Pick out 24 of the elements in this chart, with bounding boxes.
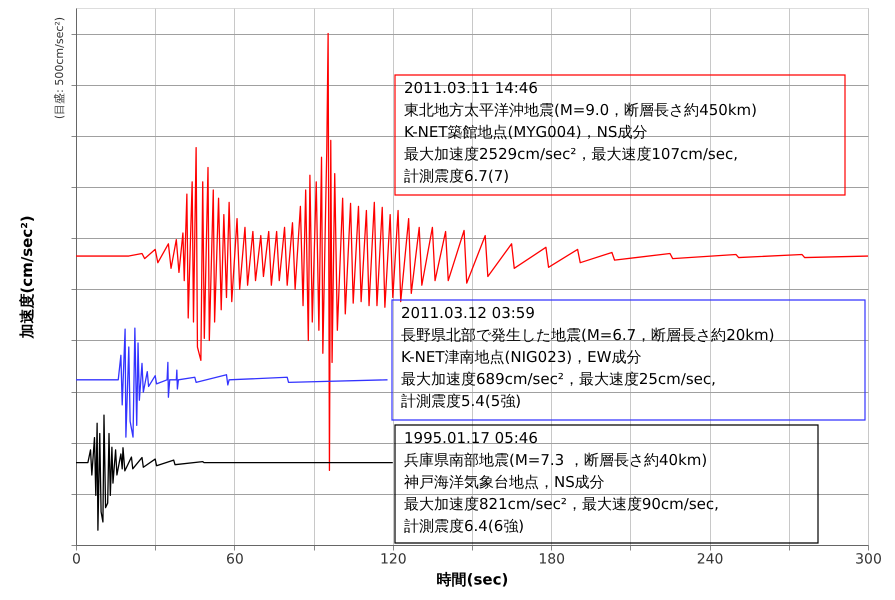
annotation: 2011.03.12 03:59	[401, 304, 535, 322]
annotation: 神戸海洋気象台地点，NS成分	[404, 473, 605, 491]
annotation: 1995.01.17 05:46	[404, 429, 538, 447]
annotation: 長野県北部で発生した地震(M=6.7，断層長さ約20km)	[401, 326, 774, 344]
annotation: 東北地方太平洋沖地震(M=9.0，断層長さ約450km)	[404, 101, 757, 119]
annotation: 最大加速度821cm/sec²，最大速度90cm/sec,	[404, 495, 719, 513]
y-axis-title: 加速度(cm/sec²)	[18, 215, 36, 340]
x-axis-title: 時間(sec)	[436, 570, 508, 588]
x-tick-label: 300	[855, 552, 882, 568]
annotation: K-NET津南地点(NIG023)，EW成分	[401, 348, 642, 366]
annotation: 計測震度6.4(6強)	[404, 517, 524, 535]
annotation: 最大加速度689cm/sec²，最大速度25cm/sec,	[401, 370, 716, 388]
text: (目盛: 500cm/sec²)	[53, 16, 66, 120]
x-tick-label: 120	[380, 552, 407, 568]
annotation: K-NET築館地点(MYG004)，NS成分	[404, 123, 648, 141]
x-tick-label: 180	[538, 552, 566, 568]
x-tick-label: 0	[72, 552, 81, 568]
x-tick-label: 60	[226, 552, 244, 568]
annotation: 最大加速度2529cm/sec²，最大速度107cm/sec,	[404, 145, 738, 163]
annotation: 2011.03.11 14:46	[404, 79, 538, 97]
annotation: 兵庫県南部地震(M=7.3 ，断層長さ約40km)	[404, 451, 708, 469]
annotation: 計測震度5.4(5強)	[401, 392, 522, 410]
x-tick-label: 240	[696, 552, 724, 568]
annotation: 計測震度6.7(7)	[404, 167, 510, 185]
